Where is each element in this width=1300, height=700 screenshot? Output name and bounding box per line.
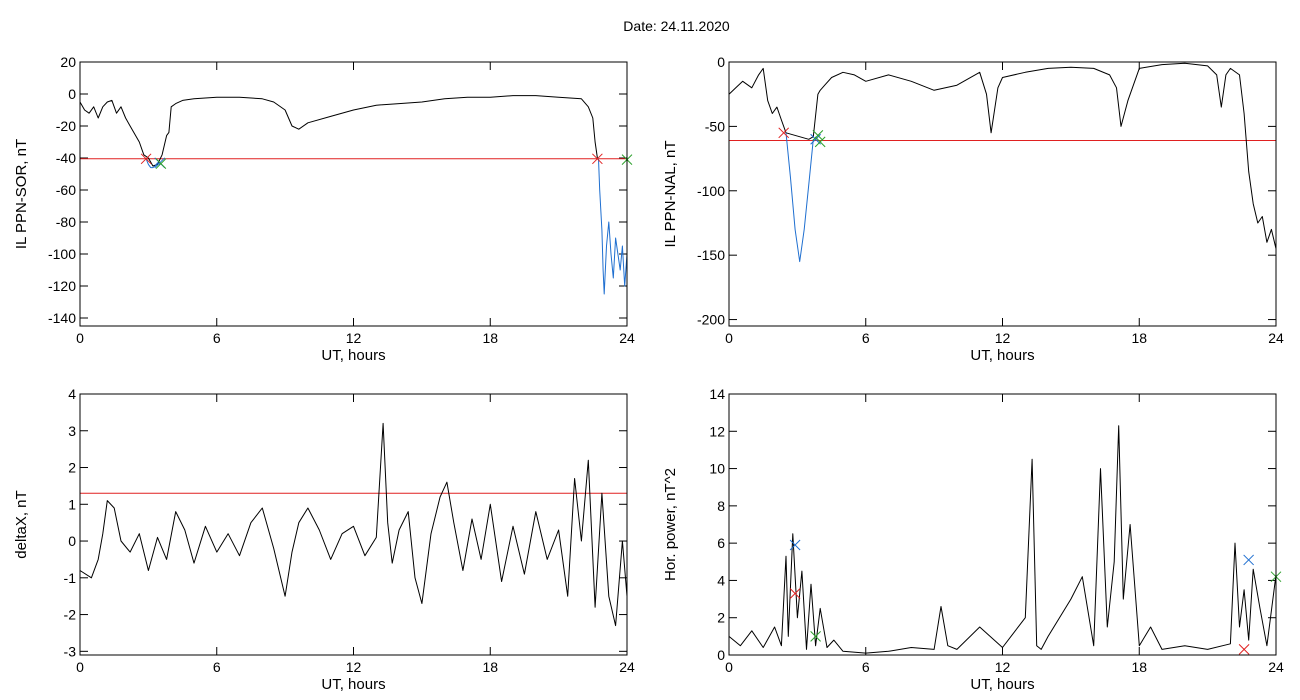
y-tick-label: 0 <box>717 647 725 663</box>
plot-frame <box>728 393 1277 656</box>
panel-deltax: 0 6 12 18 24 4 3 2 1 0 -1 -2 -3 UT, hours deltaX, nT <box>13 386 635 693</box>
panel-hor-power: 0 6 12 18 24 14 12 10 8 6 4 2 0 UT, hours Hor. power, … <box>662 386 1284 693</box>
series-line <box>79 422 628 627</box>
series-line <box>598 158 628 295</box>
y-tick-label: 6 <box>717 535 725 551</box>
y-tick-label: 10 <box>709 461 725 477</box>
series-line <box>79 95 598 167</box>
plot-frame <box>79 61 628 327</box>
x-tick-label: 6 <box>862 330 870 346</box>
x-tick-label: 0 <box>725 659 733 675</box>
x-tick-label: 18 <box>1131 330 1147 346</box>
y-axis-label: IL PPN-SOR, nT <box>13 139 30 249</box>
x-marker <box>814 136 826 148</box>
x-tick-label: 0 <box>76 659 84 675</box>
figure-title: Date: 24.11.2020 <box>623 18 730 34</box>
plot-frame <box>79 393 628 656</box>
y-tick-label: 4 <box>717 572 725 588</box>
y-tick-label: 1 <box>68 496 76 512</box>
y-tick-label: -3 <box>64 643 77 659</box>
y-tick-label: 3 <box>68 423 76 439</box>
y-tick-label: -200 <box>697 312 725 328</box>
y-tick-label: 20 <box>60 54 76 70</box>
x-marker <box>789 539 801 551</box>
y-tick-label: 2 <box>68 460 76 476</box>
x-marker <box>592 153 603 165</box>
x-tick-label: 12 <box>346 330 362 346</box>
x-marker <box>1243 554 1255 566</box>
series-line <box>728 62 1245 140</box>
x-marker <box>155 158 167 169</box>
y-tick-label: -50 <box>705 118 725 134</box>
y-tick-label: -150 <box>697 247 725 263</box>
y-tick-label: -60 <box>56 182 76 198</box>
y-tick-label: 0 <box>68 533 76 549</box>
y-axis-label: Hor. power, nT^2 <box>662 468 679 581</box>
x-tick-label: 12 <box>346 659 362 675</box>
y-tick-label: -100 <box>697 183 725 199</box>
x-tick-label: 24 <box>1268 330 1284 346</box>
x-marker <box>1238 644 1250 655</box>
x-tick-label: 6 <box>213 330 221 346</box>
series-line <box>145 158 161 169</box>
series-line <box>1243 113 1277 249</box>
y-tick-label: 4 <box>68 386 76 402</box>
x-tick-label: 0 <box>725 330 733 346</box>
y-tick-label: -20 <box>56 118 76 134</box>
y-axis-label: deltaX, nT <box>13 490 30 558</box>
x-tick-label: 24 <box>619 659 635 675</box>
x-marker <box>810 631 821 642</box>
x-marker <box>140 153 152 165</box>
panel-il-ppn-nal: 0 6 12 18 24 0 -50 -100 -150 -200 UT, hours IL PPN-… <box>662 54 1284 364</box>
x-tick-label: 6 <box>213 659 221 675</box>
y-tick-label: -120 <box>48 278 76 294</box>
y-tick-label: -140 <box>48 310 76 326</box>
series-line <box>785 132 814 263</box>
x-axis-label: UT, hours <box>321 676 385 693</box>
x-axis-label: UT, hours <box>970 676 1034 693</box>
y-tick-label: -1 <box>64 570 77 586</box>
x-tick-label: 12 <box>995 659 1011 675</box>
series-line <box>728 425 1277 654</box>
y-tick-label: 2 <box>717 610 725 626</box>
y-tick-label: 0 <box>68 86 76 102</box>
x-tick-label: 0 <box>76 330 84 346</box>
x-tick-label: 24 <box>619 330 635 346</box>
y-tick-label: 12 <box>709 423 725 439</box>
y-tick-label: -2 <box>64 607 77 623</box>
x-axis-label: UT, hours <box>321 347 385 364</box>
x-tick-label: 12 <box>995 330 1011 346</box>
y-tick-label: -80 <box>56 214 76 230</box>
y-tick-label: -100 <box>48 246 76 262</box>
x-tick-label: 18 <box>1131 659 1147 675</box>
y-axis-label: IL PPN-NAL, nT <box>662 141 679 248</box>
x-marker <box>812 130 824 141</box>
y-tick-label: 0 <box>717 54 725 70</box>
y-tick-label: 14 <box>709 386 725 402</box>
x-tick-label: 6 <box>862 659 870 675</box>
x-tick-label: 18 <box>482 330 498 346</box>
plot-frame <box>728 61 1277 327</box>
x-tick-label: 24 <box>1268 659 1284 675</box>
x-tick-label: 18 <box>482 659 498 675</box>
x-marker <box>789 588 801 599</box>
x-axis-label: UT, hours <box>970 347 1034 364</box>
y-tick-label: -40 <box>56 150 76 166</box>
y-tick-label: 8 <box>717 498 725 514</box>
panel-il-ppn-sor: 0 6 12 18 24 20 0 -20 -40 -60 -80 -100 -120 -140 UT, h… <box>13 54 635 364</box>
x-marker <box>778 127 790 139</box>
